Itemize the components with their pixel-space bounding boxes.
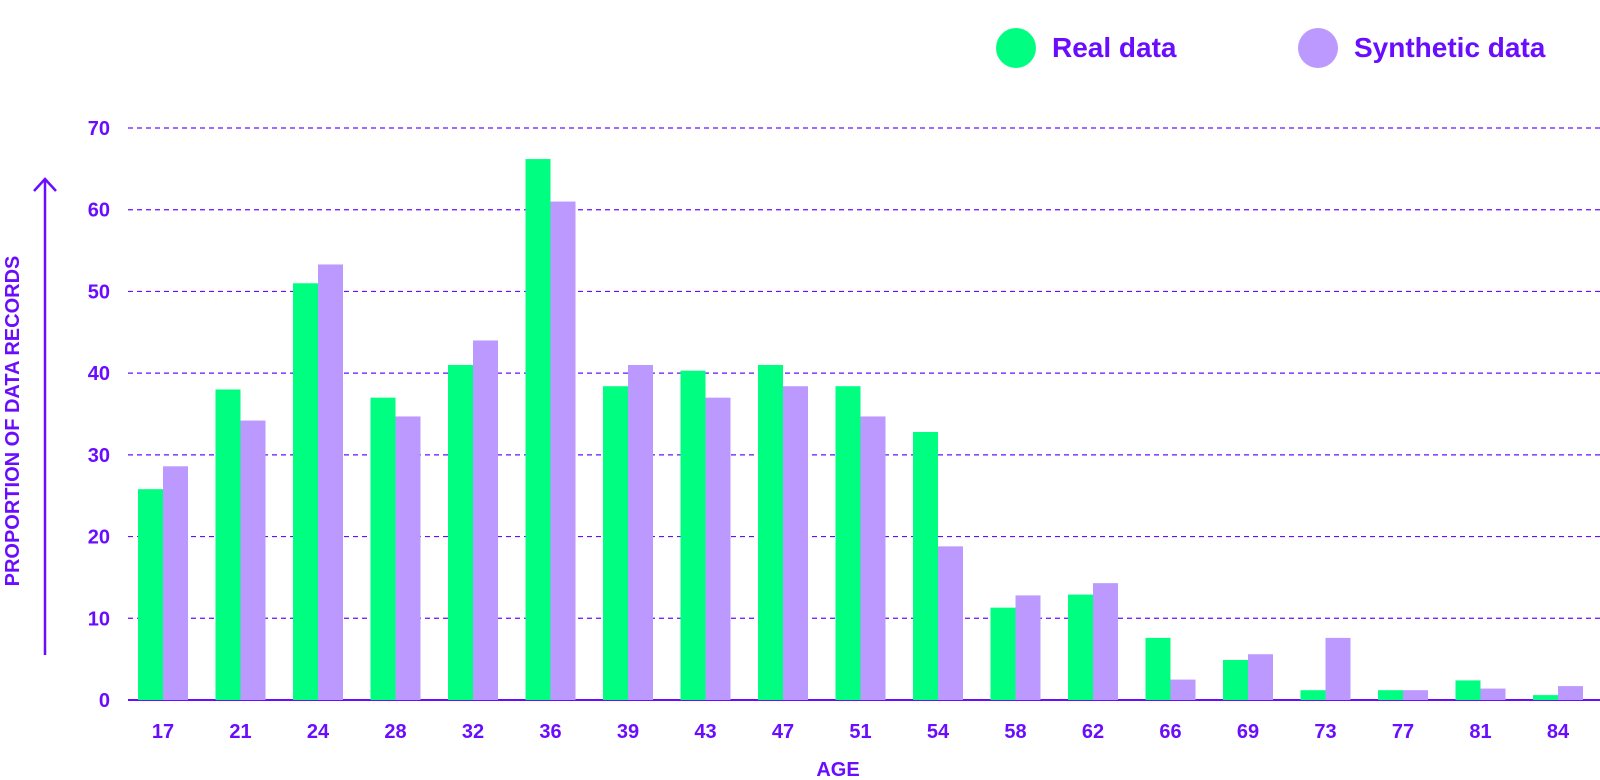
bar-synthetic-data xyxy=(550,201,576,701)
bar-synthetic-data xyxy=(1170,679,1196,700)
x-tick-label: 69 xyxy=(1237,721,1259,743)
y-axis-arrow xyxy=(33,177,57,655)
bar-real-data xyxy=(913,431,938,700)
x-tick-label: 62 xyxy=(1082,721,1104,743)
bar-synthetic-data xyxy=(1015,595,1041,700)
bar-synthetic-data xyxy=(1248,654,1273,700)
x-tick-label: 36 xyxy=(539,721,561,743)
bar-real-data xyxy=(1533,695,1558,700)
bar-synthetic-data xyxy=(628,364,653,700)
bar-synthetic-data xyxy=(240,420,266,700)
bar-real-data xyxy=(293,283,318,700)
x-tick-label: 51 xyxy=(849,721,871,743)
legend-swatch-real xyxy=(996,28,1036,68)
bar-synthetic-data xyxy=(1480,688,1506,700)
legend-label-synthetic: Synthetic data xyxy=(1354,32,1546,63)
y-tick-label: 70 xyxy=(88,118,110,140)
bar-synthetic-data xyxy=(1403,690,1428,700)
bar-real-data xyxy=(525,159,551,701)
x-tick-label: 43 xyxy=(694,721,716,743)
x-tick-label: 17 xyxy=(152,721,174,743)
legend: Real data Synthetic data xyxy=(996,28,1546,68)
x-tick-label: 21 xyxy=(229,721,251,743)
bar-real-data xyxy=(1455,680,1481,700)
legend-label-real: Real data xyxy=(1052,32,1177,63)
x-tick-label: 54 xyxy=(927,721,950,743)
bar-synthetic-data xyxy=(395,416,421,700)
x-tick-label: 47 xyxy=(772,721,794,743)
y-tick-label: 40 xyxy=(88,363,110,385)
bar-real-data xyxy=(835,386,861,700)
bar-synthetic-data xyxy=(860,416,886,700)
x-tick-label: 39 xyxy=(617,721,639,743)
x-tick-label: 28 xyxy=(384,721,406,743)
bar-real-data xyxy=(370,397,396,700)
y-tick-label: 20 xyxy=(88,527,110,549)
x-tick-labels: 17 21 24 28 32 36 39 43 47 51 54 58 62 66 69 73 77 81 84 xyxy=(152,721,1570,743)
bar-real-data xyxy=(990,607,1016,700)
x-tick-label: 58 xyxy=(1004,721,1026,743)
bar-real-data xyxy=(1378,690,1403,700)
x-tick-label: 84 xyxy=(1547,721,1570,743)
bar-real-data xyxy=(1223,659,1248,700)
bar-real-data xyxy=(1300,690,1326,700)
bar-synthetic-data xyxy=(783,386,808,700)
bar-synthetic-data xyxy=(473,340,498,700)
bar-synthetic-data xyxy=(1325,637,1351,700)
bar-real-data xyxy=(448,364,473,700)
bar-real-data xyxy=(138,489,163,700)
bar-synthetic-data xyxy=(1558,686,1583,700)
x-tick-label: 66 xyxy=(1159,721,1181,743)
y-tick-label: 0 xyxy=(99,690,110,712)
x-tick-label: 24 xyxy=(307,721,330,743)
bar-real-data xyxy=(603,386,628,700)
x-tick-label: 32 xyxy=(462,721,484,743)
y-tick-label: 30 xyxy=(88,445,110,467)
bar-real-data xyxy=(680,370,706,700)
bar-synthetic-data xyxy=(163,466,188,700)
bar-real-data xyxy=(215,389,241,700)
y-tick-label: 50 xyxy=(88,281,110,303)
y-tick-label: 10 xyxy=(88,608,110,630)
y-tick-labels: 0 10 20 30 40 50 60 70 xyxy=(88,118,110,712)
legend-swatch-synthetic xyxy=(1298,28,1338,68)
bar-real-data xyxy=(1068,594,1093,700)
x-tick-label: 73 xyxy=(1314,721,1336,743)
x-tick-label: 81 xyxy=(1469,721,1491,743)
bar-synthetic-data xyxy=(318,264,343,700)
bar-synthetic-data xyxy=(705,397,731,700)
bar-synthetic-data xyxy=(938,546,963,700)
bar-real-data xyxy=(758,364,783,700)
bar-real-data xyxy=(1145,637,1171,700)
bar-synthetic-data xyxy=(1093,583,1118,700)
y-tick-label: 60 xyxy=(88,200,110,222)
x-tick-label: 77 xyxy=(1392,721,1414,743)
x-axis-title: AGE xyxy=(816,759,859,780)
bars xyxy=(138,159,1583,701)
y-axis-title: PROPORTION OF DATA RECORDS xyxy=(2,256,24,587)
